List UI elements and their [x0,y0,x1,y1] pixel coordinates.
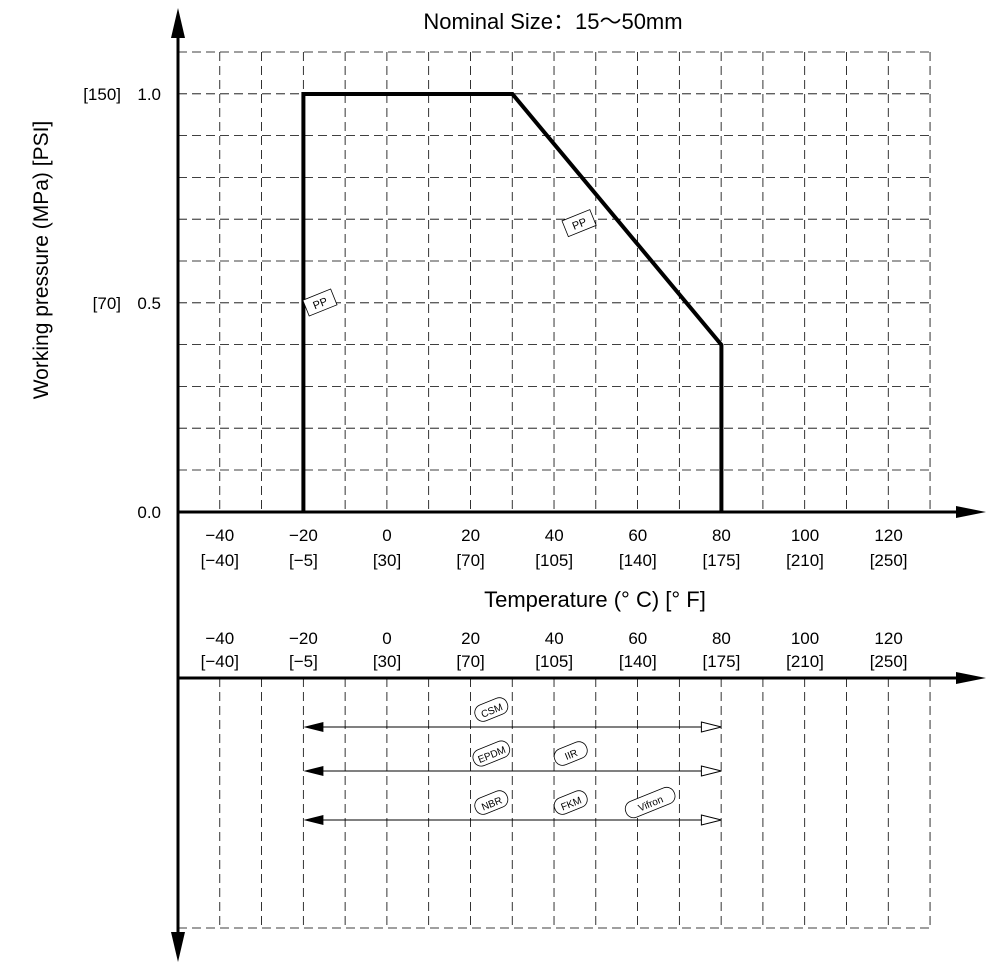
x-tick-label-fahrenheit: [175] [702,551,740,570]
arrow-left-icon [303,815,324,825]
x-tick-label-celsius: −20 [289,526,318,545]
axes [171,8,986,962]
seal-label: NBR [474,790,509,815]
x-tick-label-fahrenheit: [105] [535,551,573,570]
series-label: PP [302,288,338,317]
y-tick-label-psi: [150] [83,85,121,104]
arrow-right-icon [956,506,986,518]
x-tick-label-celsius: 100 [791,526,819,545]
upper-grid [177,51,931,512]
x-tick-label-celsius: 120 [874,526,902,545]
x-tick-label-fahrenheit: [175] [702,652,740,671]
y-tick-label-mpa: 0.0 [137,503,161,522]
x-tick-label-fahrenheit: [30] [373,652,401,671]
x-tick-label-celsius: 40 [545,629,564,648]
x-tick-label-celsius: 100 [791,629,819,648]
x-tick-label-celsius: 60 [628,629,647,648]
arrow-up-icon [171,8,185,38]
series-label-text: PP [311,296,329,313]
x-tick-label-celsius: 0 [382,629,391,648]
seal-label: CSM [474,697,509,722]
arrow-down-icon [171,932,185,962]
arrow-right-icon [956,672,986,684]
series-line [301,92,724,512]
x-tick-label-celsius: 120 [874,629,902,648]
series-label: PP [561,209,597,238]
series-layer: PP PP [301,92,724,512]
x-tick-label-fahrenheit: [70] [456,551,484,570]
x-tick-label-fahrenheit: [70] [456,652,484,671]
x-tick-label-fahrenheit: [−40] [201,652,239,671]
x-tick-label-celsius: 40 [545,526,564,545]
arrow-right-icon [700,814,722,826]
seal-label-text: IIR [563,748,579,763]
y-tick-label-mpa: 1.0 [137,85,161,104]
x-axis-label: Temperature (° C) [° F] [484,587,706,612]
arrow-left-icon [303,722,324,732]
x-tick-label-celsius: 80 [712,526,731,545]
series-label-text: PP [571,216,589,233]
y-tick-label-psi: [70] [93,294,121,313]
x-tick-label-fahrenheit: [140] [619,551,657,570]
x-tick-label-celsius: −40 [205,629,234,648]
y-axis-label: Working pressure (MPa) [PSI] [30,121,53,400]
seal-range-row: EPDM IIR [303,740,722,777]
y-tick-label-mpa: 0.5 [137,294,161,313]
x-tick-label-fahrenheit: [30] [373,551,401,570]
seal-label: EPDM [472,740,511,767]
seal-ranges: CSM EPDM IIR NBR FKM Vifron [303,697,722,826]
x-tick-label-fahrenheit: [250] [870,551,908,570]
seal-label: FKM [553,790,588,815]
arrow-right-icon [700,765,722,777]
x-tick-label-fahrenheit: [140] [619,652,657,671]
seal-label: Vifron [624,786,676,819]
x-tick-label-fahrenheit: [105] [535,652,573,671]
x-tick-label-celsius: 0 [382,526,391,545]
arrow-left-icon [303,766,324,776]
chart-title: Nominal Size：15～50mm [423,9,682,34]
x-tick-label-fahrenheit: [−5] [289,551,318,570]
x-tick-label-celsius: 20 [461,526,480,545]
arrow-right-icon [700,721,722,733]
x-tick-label-celsius: −20 [289,629,318,648]
seal-label: IIR [553,741,588,766]
x-tick-label-fahrenheit: [210] [786,652,824,671]
seal-range-row: NBR FKM Vifron [303,786,722,826]
x-tick-label-celsius: 60 [628,526,647,545]
x-tick-label-celsius: −40 [205,526,234,545]
x-tick-label-fahrenheit: [210] [786,551,824,570]
x-tick-label-fahrenheit: [250] [870,652,908,671]
x-tick-label-celsius: 80 [712,629,731,648]
x-tick-label-fahrenheit: [−40] [201,551,239,570]
tick-labels: −40 [−40] −20 [−5] 0 [30] 20 [70] 40 [105] 60 [140]… [83,85,907,671]
x-tick-label-celsius: 20 [461,629,480,648]
seal-range-row: CSM [303,697,722,733]
x-tick-label-fahrenheit: [−5] [289,652,318,671]
lower-grid [177,678,931,929]
